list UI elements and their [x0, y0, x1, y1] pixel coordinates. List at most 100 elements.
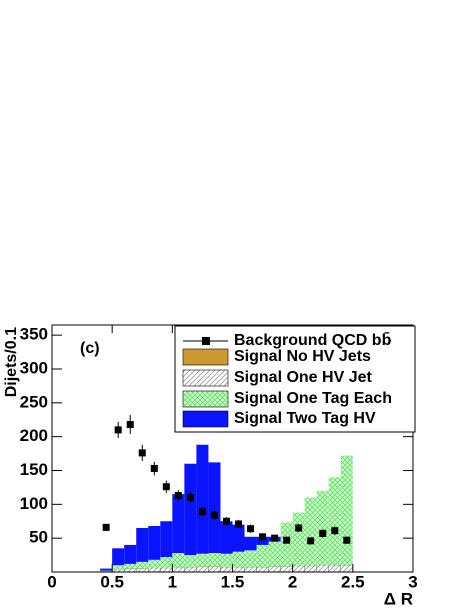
data-point: [114, 426, 122, 434]
histogram-bar: [160, 521, 173, 558]
y-tick-label: 150: [20, 460, 48, 479]
x-tick-label: 0: [47, 572, 56, 591]
histogram-bar: [184, 463, 197, 556]
histogram-bar: [220, 553, 233, 568]
data-point: [235, 520, 243, 528]
histogram-bar: [112, 565, 125, 570]
histogram-bar: [136, 528, 149, 562]
histogram-bar: [172, 567, 185, 573]
legend-label: Signal No HV Jets: [234, 348, 371, 365]
histogram-bar: [172, 553, 185, 568]
data-point: [295, 524, 303, 532]
data-point: [247, 525, 255, 533]
histogram-bar: [292, 512, 305, 566]
data-point: [198, 508, 206, 516]
histogram-bar: [244, 567, 257, 573]
histogram-bar: [160, 567, 173, 573]
histogram-bar: [196, 553, 209, 567]
histogram-bar: [112, 548, 125, 566]
histogram-bar: [232, 524, 245, 552]
histogram-bar: [232, 551, 245, 568]
histogram-bar: [316, 490, 329, 566]
histogram-bar: [220, 567, 233, 573]
histogram-bar: [268, 566, 281, 573]
histogram-bar: [232, 567, 245, 573]
y-tick-label: 50: [29, 528, 48, 547]
data-point: [259, 533, 267, 541]
legend-swatch: [182, 390, 229, 408]
histogram-bar: [123, 568, 137, 573]
histogram-bar: [148, 525, 161, 560]
data-point: [162, 483, 170, 491]
histogram-bar: [244, 550, 257, 568]
histogram-bar: [304, 565, 317, 573]
histogram-bar: [136, 568, 149, 573]
x-tick-label: 3: [408, 572, 417, 591]
histogram-bar: [256, 536, 269, 545]
histogram-bar: [244, 536, 257, 551]
x-tick-label: 2: [288, 572, 297, 591]
x-tick-label: 0.5: [100, 572, 124, 591]
y-tick-label: 250: [20, 392, 48, 411]
histogram-bar: [340, 565, 354, 573]
histogram-bar: [340, 455, 353, 566]
data-point: [102, 523, 110, 531]
y-tick-label: 100: [20, 494, 48, 513]
histogram-bar: [208, 566, 221, 573]
histogram-bar: [184, 567, 197, 573]
data-point: [283, 536, 291, 544]
legend-swatch: [182, 410, 229, 428]
data-point: [222, 517, 230, 525]
histogram-bar: [136, 561, 149, 569]
x-tick-label: 1: [168, 572, 177, 591]
legend: Background QCD bb̄Signal No HV Jets Signa…: [174, 325, 416, 433]
histogram-bar: [148, 559, 161, 568]
histogram-bar: [208, 462, 221, 554]
annotation: (c): [80, 340, 100, 357]
histogram-bar: [124, 563, 137, 569]
histogram-bar: [280, 566, 293, 573]
legend-label: Signal One Tag Each: [234, 390, 392, 407]
legend-marker: [202, 337, 210, 345]
data-point: [319, 529, 327, 537]
histogram-bar: [292, 565, 305, 573]
histogram-bar: [184, 555, 197, 568]
data-point: [271, 534, 279, 542]
histogram-bar: [196, 566, 209, 573]
histogram-bar: [316, 565, 329, 573]
y-tick-label: 300: [20, 358, 48, 377]
histogram-bar: [160, 557, 173, 568]
histogram-bar: [280, 522, 293, 567]
y-axis-title: Dijets/0.1: [3, 327, 20, 397]
histogram-bar: [208, 553, 221, 567]
data-point: [331, 527, 339, 535]
histogram-bar: [328, 565, 341, 573]
data-point: [210, 511, 218, 519]
histogram-bar: [304, 497, 317, 566]
data-point: [126, 420, 134, 428]
data-point: [150, 464, 158, 472]
x-tick-label: 1.5: [221, 572, 245, 591]
data-point: [138, 449, 146, 457]
histogram-bar: [172, 494, 185, 554]
x-axis-title: Δ R: [384, 589, 413, 608]
histogram-bar: [100, 568, 113, 571]
legend-label: Signal One HV Jet: [234, 369, 372, 386]
histogram-bar: [256, 544, 269, 568]
histogram-bar: [328, 477, 341, 566]
data-point: [174, 492, 182, 500]
histogram-bar: [268, 541, 281, 567]
histogram-bar: [124, 544, 137, 564]
legend-swatch: [182, 369, 229, 387]
legend-swatch: [182, 348, 229, 366]
x-tick-label: 2.5: [341, 572, 365, 591]
y-tick-label: 350: [20, 325, 48, 344]
data-point: [307, 537, 315, 545]
histogram-bar: [220, 521, 233, 554]
histogram-bar: [148, 567, 161, 573]
data-point: [343, 536, 351, 544]
histogram-bar: [256, 567, 269, 573]
y-tick-label: 200: [20, 426, 48, 445]
